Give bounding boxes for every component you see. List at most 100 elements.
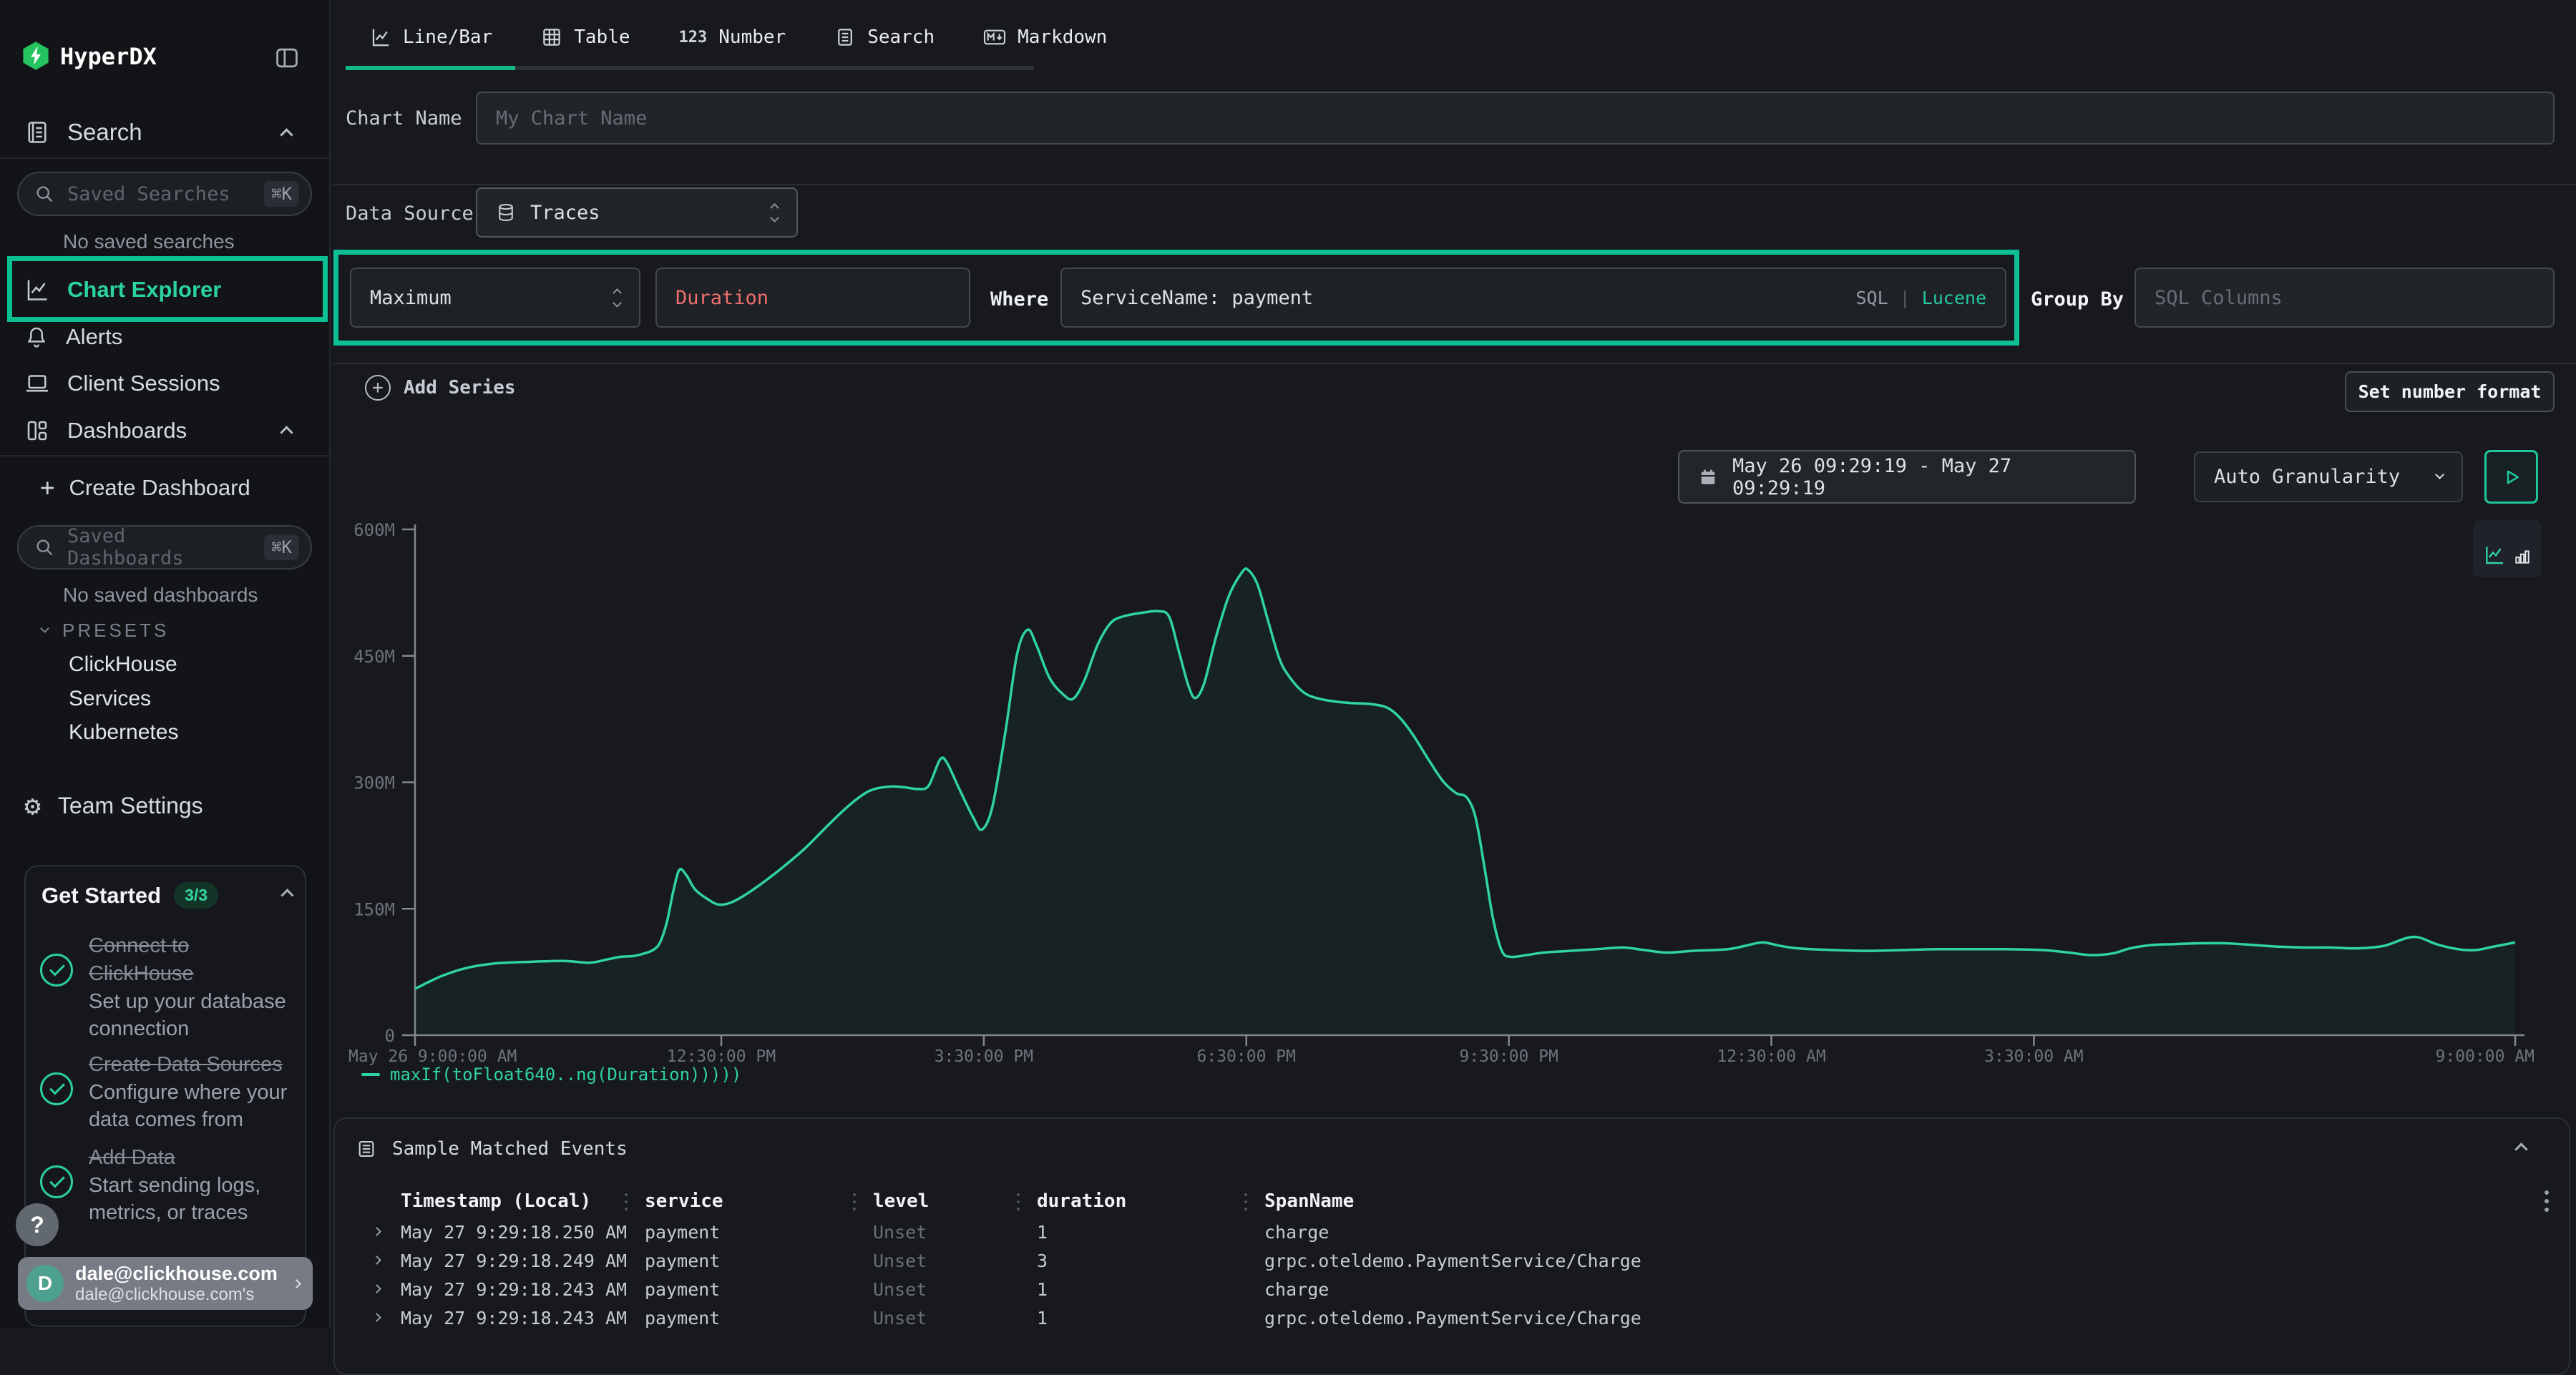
run-query-button[interactable] (2484, 450, 2538, 504)
line-chart-icon (24, 277, 50, 303)
aggregation-select[interactable]: Maximum (350, 268, 640, 328)
field-input[interactable]: Duration (655, 268, 970, 328)
presets-section-header[interactable]: PRESETS (42, 620, 169, 642)
document-list-icon (356, 1139, 376, 1159)
bell-icon (24, 325, 49, 349)
row-expand-icon[interactable] (372, 1284, 381, 1293)
saved-dashboards-input[interactable]: Saved Dashboards ⌘K (17, 525, 312, 569)
play-icon (2501, 466, 2522, 488)
sidebar-collapse-icon[interactable] (273, 44, 301, 72)
granularity-select[interactable]: Auto Granularity (2194, 451, 2463, 502)
where-input[interactable]: ServiceName: payment SQL | Lucene (1060, 268, 2006, 328)
column-header-spanname[interactable]: SpanName (1264, 1190, 2524, 1212)
get-started-title: Get Started (42, 883, 161, 909)
legend-series-name: maxIf(toFloat640..ng(Duration))))) (390, 1065, 741, 1085)
svg-text:300M: 300M (353, 773, 395, 793)
svg-text:9:00:00 AM: 9:00:00 AM (2436, 1047, 2534, 1066)
avatar: D (26, 1265, 64, 1302)
cell-service: payment (645, 1308, 873, 1328)
tab-markdown[interactable]: Markdown (959, 16, 1131, 72)
chevron-up-icon[interactable] (280, 426, 293, 439)
laptop-icon (24, 371, 50, 396)
cell-timestamp: May 27 9:29:18.243 AM (335, 1308, 645, 1328)
plus-icon: + (40, 474, 54, 502)
divider (0, 455, 331, 456)
no-saved-searches-text: No saved searches (63, 230, 235, 253)
column-drag-handle-icon[interactable] (1244, 1193, 1247, 1210)
set-number-format-button[interactable]: Set number format (2345, 371, 2555, 412)
row-expand-icon[interactable] (372, 1227, 381, 1236)
saved-searches-input[interactable]: Saved Searches ⌘K (17, 172, 312, 216)
column-drag-handle-icon[interactable] (853, 1193, 856, 1210)
event-row[interactable]: May 27 9:29:18.249 AMpaymentUnset3grpc.o… (335, 1246, 2569, 1275)
cell-spanname: charge (1264, 1279, 2524, 1300)
event-row[interactable]: May 27 9:29:18.250 AMpaymentUnset1charge (335, 1218, 2569, 1246)
table-icon (541, 26, 562, 48)
select-updown-icon (771, 205, 778, 221)
data-source-select[interactable]: Traces (476, 187, 798, 238)
event-row[interactable]: May 27 9:29:18.243 AMpaymentUnset1grpc.o… (335, 1303, 2569, 1332)
sidebar-section-search[interactable]: Search (24, 116, 142, 149)
chevron-up-icon[interactable] (280, 889, 293, 901)
svg-text:0: 0 (385, 1026, 395, 1046)
divider (0, 157, 331, 159)
row-expand-icon[interactable] (372, 1256, 381, 1265)
date-range-input[interactable]: May 26 09:29:19 - May 27 09:29:19 (1678, 450, 2136, 504)
event-row[interactable]: May 27 9:29:18.243 AMpaymentUnset1charge (335, 1275, 2569, 1303)
column-header-service[interactable]: service (645, 1190, 873, 1212)
user-email: dale@clickhouse.com (75, 1263, 282, 1285)
column-header-timestamp[interactable]: Timestamp (Local) (335, 1190, 645, 1212)
search-icon (34, 537, 54, 557)
sidebar-item-client-sessions[interactable]: Client Sessions (24, 367, 220, 400)
chart-name-input-field[interactable] (496, 107, 2534, 129)
group-by-input[interactable] (2135, 268, 2555, 328)
add-series-button[interactable]: + Add Series (365, 375, 516, 401)
events-panel-title: Sample Matched Events (392, 1138, 628, 1160)
check-circle-icon (40, 954, 73, 987)
sidebar-item-chart-explorer[interactable]: Chart Explorer (24, 273, 221, 306)
group-by-input-field[interactable] (2155, 287, 2534, 309)
sidebar-item-dashboards[interactable]: Dashboards (24, 414, 187, 447)
row-expand-icon[interactable] (372, 1313, 381, 1322)
column-header-duration[interactable]: duration (1037, 1190, 1264, 1212)
get-started-item[interactable]: Create Data SourcesConfigure where your … (40, 1051, 295, 1133)
get-started-item[interactable]: Add DataStart sending logs, metrics, or … (40, 1144, 295, 1226)
column-header-level[interactable]: level (873, 1190, 1037, 1212)
chevron-up-icon[interactable] (2514, 1142, 2527, 1155)
search-icon (34, 184, 54, 204)
tab-search[interactable]: Search (810, 16, 959, 72)
gear-icon: ⚙ (24, 792, 41, 819)
where-label: Where (990, 288, 1048, 310)
column-drag-handle-icon[interactable] (625, 1193, 628, 1210)
sidebar-item-alerts[interactable]: Alerts (24, 320, 122, 353)
sidebar-item-services[interactable]: Services (69, 687, 151, 711)
select-updown-icon (614, 290, 620, 306)
tab-table[interactable]: Table (517, 16, 654, 72)
sidebar-item-clickhouse[interactable]: ClickHouse (69, 652, 177, 677)
tab-number[interactable]: 123 Number (655, 16, 811, 72)
sidebar-item-kubernetes[interactable]: Kubernetes (69, 720, 178, 745)
tab-line-bar[interactable]: Line/Bar (346, 16, 517, 72)
chart-name-input[interactable] (476, 92, 2555, 145)
svg-text:450M: 450M (353, 647, 395, 667)
cell-spanname: grpc.oteldemo.PaymentService/Charge (1264, 1308, 2524, 1328)
user-menu[interactable]: D dale@clickhouse.com dale@clickhouse.co… (18, 1257, 313, 1310)
cell-duration: 1 (1037, 1279, 1264, 1300)
sample-matched-events-panel: Sample Matched Events Timestamp (Local) … (333, 1117, 2570, 1375)
chevron-right-icon (292, 1279, 301, 1288)
help-button[interactable]: ? (16, 1203, 59, 1246)
column-drag-handle-icon[interactable] (1017, 1193, 1020, 1210)
chevron-up-icon[interactable] (280, 128, 293, 141)
create-dashboard-button[interactable]: + Create Dashboard (40, 471, 250, 504)
lucene-mode-toggle[interactable]: Lucene (1922, 288, 1986, 308)
document-list-icon (834, 26, 856, 48)
table-menu-icon[interactable] (2545, 1190, 2549, 1212)
sql-mode-toggle[interactable]: SQL (1855, 288, 1888, 308)
app-title: HyperDX (60, 43, 157, 70)
divider (333, 363, 2576, 364)
cell-service: payment (645, 1222, 873, 1243)
cell-level: Unset (873, 1279, 1037, 1300)
chart-type-toggle[interactable] (2473, 520, 2542, 577)
sidebar-item-team-settings[interactable]: ⚙ Team Settings (24, 789, 203, 822)
get-started-item[interactable]: Connect to ClickHouseSet up your databas… (40, 932, 295, 1042)
